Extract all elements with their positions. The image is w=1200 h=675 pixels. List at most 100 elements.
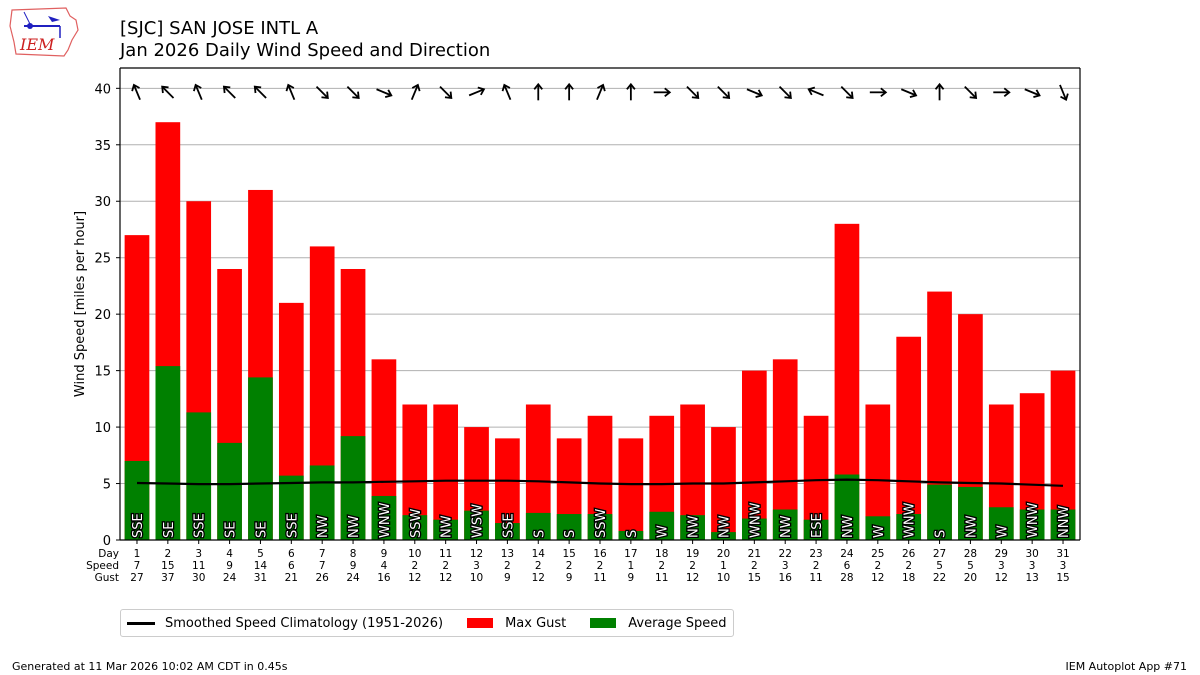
x-tick-label-day: 30 bbox=[1025, 548, 1038, 560]
arrow-head bbox=[934, 82, 945, 90]
direction-label: SSW bbox=[409, 508, 424, 538]
arrow-head bbox=[193, 83, 202, 92]
legend-item-average: Average Speed bbox=[590, 616, 727, 631]
x-row-label: Day bbox=[98, 548, 119, 560]
arrow-shaft bbox=[964, 86, 977, 98]
wind-arrow-icon bbox=[161, 85, 175, 99]
x-tick-label-gust: 30 bbox=[192, 572, 205, 584]
x-tick-label-day: 17 bbox=[624, 548, 637, 560]
arrow-shaft bbox=[1024, 88, 1039, 96]
x-tick-label-gust: 10 bbox=[717, 572, 730, 584]
x-tick-label-gust: 11 bbox=[655, 572, 668, 584]
x-tick-label-day: 12 bbox=[470, 548, 483, 560]
legend-item-gust: Max Gust bbox=[467, 616, 566, 631]
x-tick-label-speed: 14 bbox=[254, 560, 268, 572]
arrow-shaft bbox=[195, 85, 203, 101]
direction-label: WNW bbox=[378, 502, 393, 538]
wind-arrow-icon bbox=[934, 82, 945, 101]
average-bar bbox=[124, 460, 150, 540]
arrow-shaft bbox=[840, 86, 853, 98]
arrow-head bbox=[411, 83, 421, 92]
chart-title-station: [SJC] SAN JOSE INTL A bbox=[120, 18, 319, 39]
chart-legend: Smoothed Speed Climatology (1951-2026) M… bbox=[120, 609, 734, 637]
y-tick-label: 30 bbox=[94, 195, 111, 210]
wind-arrow-icon bbox=[285, 83, 296, 101]
x-tick-label-day: 31 bbox=[1056, 548, 1069, 560]
x-tick-label-gust: 16 bbox=[377, 572, 391, 584]
arrow-head bbox=[384, 89, 393, 99]
x-tick-label-gust: 12 bbox=[532, 572, 545, 584]
direction-label: NW bbox=[440, 515, 455, 538]
direction-label: NW bbox=[687, 515, 702, 538]
wind-arrow-icon bbox=[626, 82, 636, 101]
wind-arrow-icon bbox=[253, 85, 267, 99]
x-tick-label-gust: 11 bbox=[809, 572, 822, 584]
arrow-head bbox=[285, 83, 295, 92]
x-tick-label-speed: 1 bbox=[720, 560, 727, 572]
direction-label: SSE bbox=[193, 513, 208, 538]
x-tick-label-day: 19 bbox=[686, 548, 699, 560]
x-tick-label-speed: 2 bbox=[751, 560, 758, 572]
wind-arrow-icon bbox=[1024, 88, 1041, 99]
x-tick-label-gust: 31 bbox=[254, 572, 267, 584]
arrow-head bbox=[755, 89, 764, 99]
average-bar bbox=[525, 512, 551, 540]
wind-arrow-icon bbox=[315, 86, 329, 100]
iem-logo: IEM bbox=[9, 7, 79, 57]
average-bar bbox=[958, 486, 983, 540]
x-tick-label-gust: 12 bbox=[995, 572, 1008, 584]
x-tick-label-day: 21 bbox=[748, 548, 761, 560]
legend-label-climatology: Smoothed Speed Climatology (1951-2026) bbox=[165, 615, 444, 631]
arrow-head bbox=[564, 82, 574, 90]
x-tick-label-speed: 6 bbox=[288, 560, 295, 572]
arrow-shaft bbox=[596, 85, 604, 101]
wind-arrow-icon bbox=[564, 82, 574, 101]
x-tick-label-day: 18 bbox=[655, 548, 668, 560]
direction-label: SE bbox=[162, 522, 177, 538]
x-tick-label-gust: 12 bbox=[686, 572, 699, 584]
wind-arrow-icon bbox=[1059, 84, 1069, 102]
average-bar bbox=[587, 514, 613, 540]
arrow-head bbox=[161, 85, 169, 94]
arrow-head bbox=[784, 91, 792, 100]
direction-label: W bbox=[656, 525, 671, 538]
arrow-shaft bbox=[223, 86, 236, 99]
x-tick-label-gust: 18 bbox=[902, 572, 915, 584]
direction-label: W bbox=[872, 525, 887, 538]
x-tick-label-speed: 2 bbox=[411, 560, 418, 572]
arrow-head bbox=[969, 91, 978, 100]
average-bar bbox=[278, 475, 304, 540]
app-credit: IEM Autoplot App #71 bbox=[1065, 660, 1188, 673]
direction-label: S bbox=[532, 530, 547, 538]
average-bar bbox=[248, 377, 273, 540]
x-tick-label-speed: 2 bbox=[597, 560, 604, 572]
x-tick-label-gust: 16 bbox=[779, 572, 793, 584]
direction-label: SE bbox=[224, 522, 239, 538]
x-tick-label-day: 20 bbox=[717, 548, 730, 560]
wind-arrow-icon bbox=[686, 86, 700, 100]
x-tick-label-day: 23 bbox=[809, 548, 822, 560]
x-tick-label-day: 4 bbox=[226, 548, 233, 560]
x-tick-label-day: 16 bbox=[593, 548, 607, 560]
x-tick-label-speed: 2 bbox=[813, 560, 820, 572]
arrow-head bbox=[722, 91, 731, 100]
direction-label: SE bbox=[254, 522, 269, 538]
arrow-head bbox=[691, 91, 700, 100]
wind-arrow-icon bbox=[840, 86, 854, 100]
x-tick-label-gust: 24 bbox=[346, 572, 360, 584]
wind-arrow-icon bbox=[222, 85, 236, 99]
x-row-label: Speed bbox=[86, 560, 119, 572]
generated-timestamp: Generated at 11 Mar 2026 10:02 AM CDT in… bbox=[12, 660, 288, 673]
gust-bar bbox=[896, 336, 922, 540]
direction-label: WNW bbox=[748, 502, 763, 538]
average-bar bbox=[1019, 509, 1045, 540]
wind-arrow-icon bbox=[193, 83, 203, 101]
x-tick-label-day: 9 bbox=[381, 548, 388, 560]
x-tick-label-gust: 12 bbox=[439, 572, 452, 584]
arrow-shaft bbox=[900, 88, 916, 96]
x-tick-label-day: 3 bbox=[195, 548, 202, 560]
arrow-shaft bbox=[162, 86, 175, 99]
x-tick-label-speed: 2 bbox=[442, 560, 449, 572]
arrow-head bbox=[444, 91, 453, 100]
direction-label: SSE bbox=[501, 513, 516, 538]
